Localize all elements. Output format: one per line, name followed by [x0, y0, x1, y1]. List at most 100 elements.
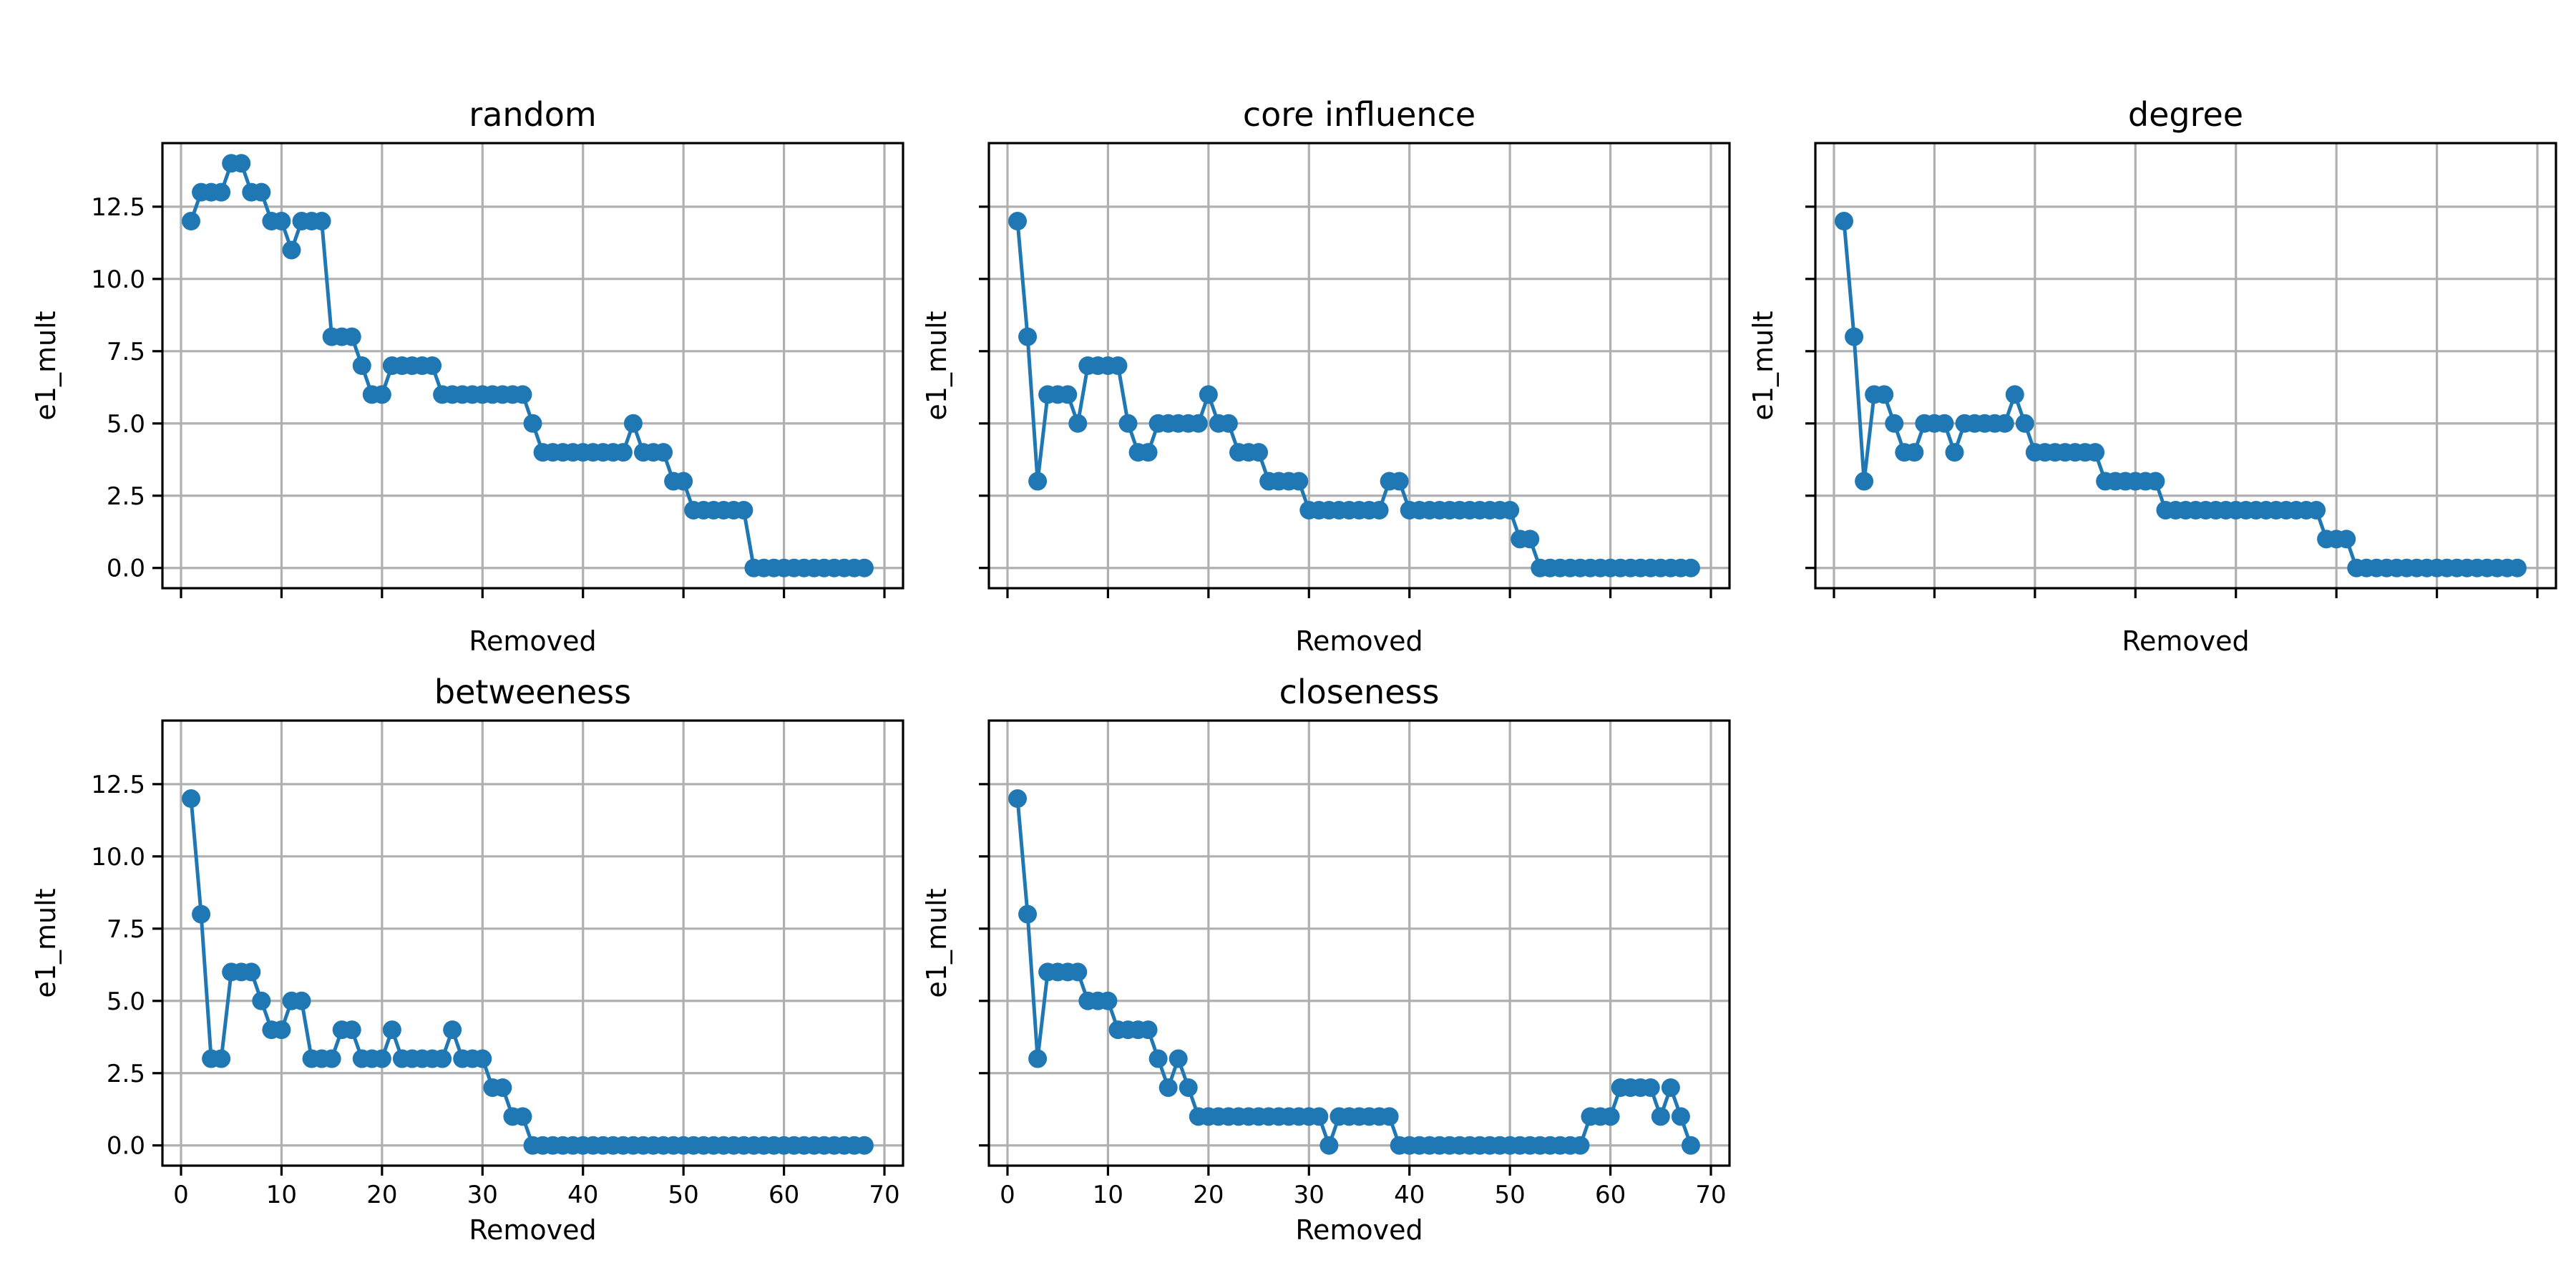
x-tick-label: 20 [366, 1181, 397, 1209]
data-point [2005, 385, 2024, 404]
data-point [272, 212, 291, 231]
data-point [372, 385, 391, 404]
y-tick-label: 7.5 [107, 915, 145, 944]
data-point [272, 1020, 291, 1040]
data-point [854, 1136, 874, 1155]
x-axis-label: Removed [469, 625, 596, 657]
data-point [382, 1020, 401, 1040]
data-point [1018, 327, 1038, 346]
data-point [1885, 414, 1904, 433]
data-point [1571, 1136, 1590, 1155]
y-tick-label: 2.5 [107, 482, 145, 511]
data-point [372, 1049, 391, 1068]
data-point [523, 414, 542, 433]
data-point [1108, 356, 1128, 375]
data-point [342, 1020, 361, 1040]
x-axis-label: Removed [1295, 625, 1423, 657]
data-point [232, 154, 251, 173]
data-point [1380, 1107, 1399, 1126]
data-point [342, 327, 361, 346]
data-point [473, 1049, 492, 1068]
data-point [1058, 385, 1078, 404]
data-point [1018, 904, 1038, 924]
data-point [312, 212, 331, 231]
y-tick-label: 2.5 [107, 1060, 145, 1088]
data-point [1501, 500, 1520, 519]
subplot-title: core influence [1243, 95, 1475, 134]
data-point [423, 356, 442, 375]
data-point [242, 962, 261, 982]
data-point [1249, 443, 1269, 462]
subplot-betweeness: 0 10 20 30 40 50 60 70 0.0 2.5 5.0 7.5 10.0 12.5 betwe… [30, 673, 904, 1246]
data-point [1169, 1049, 1188, 1068]
y-axis-label: e1_mult [30, 311, 62, 420]
data-point [282, 240, 301, 260]
subplot-title: random [469, 95, 596, 134]
data-point [1661, 1078, 1680, 1097]
data-point [1219, 414, 1238, 433]
data-point [1008, 212, 1028, 231]
data-point [1681, 558, 1700, 577]
y-axis-label: e1_mult [921, 888, 952, 997]
axes-frame [987, 719, 1731, 1167]
y-axis-label: e1_mult [1747, 311, 1779, 420]
x-tick-label: 30 [1294, 1181, 1324, 1209]
x-tick-label: 50 [668, 1181, 699, 1209]
data-point [443, 1020, 462, 1040]
data-point [1068, 414, 1088, 433]
x-tick-label: 60 [769, 1181, 799, 1209]
data-point [1681, 1136, 1700, 1155]
data-point [212, 182, 231, 202]
data-point [854, 558, 874, 577]
data-point [1199, 385, 1218, 404]
data-point [1390, 472, 1409, 491]
x-tick-label: 0 [173, 1181, 189, 1209]
axes-frame [161, 719, 904, 1167]
subplot-title: betweeness [434, 673, 631, 711]
x-tick-label: 10 [1093, 1181, 1123, 1209]
data-point [1138, 443, 1158, 462]
data-point [1601, 1107, 1620, 1126]
data-point [1118, 414, 1138, 433]
data-point [2307, 500, 2326, 519]
x-axis-label: Removed [1295, 1214, 1423, 1246]
data-point [1158, 1078, 1178, 1097]
y-tick-label: 10.0 [91, 265, 145, 294]
data-point [2507, 558, 2527, 577]
y-tick-label: 0.0 [107, 1132, 145, 1161]
data-point [674, 472, 693, 491]
subplot-random: 0.0 2.5 5.0 7.5 10.0 12.5 random Removed e1_mult [30, 95, 904, 657]
data-point [1845, 327, 1864, 346]
y-tick-label: 12.5 [91, 771, 145, 799]
data-point [1641, 1078, 1660, 1097]
data-point [1309, 1107, 1329, 1126]
x-tick-label: 70 [869, 1181, 899, 1209]
axes-frame [1814, 142, 2557, 590]
axes-frame [987, 142, 1731, 590]
x-axis-label: Removed [469, 1214, 596, 1246]
data-point [1855, 472, 1874, 491]
data-point [1289, 472, 1309, 491]
data-point [322, 1049, 341, 1068]
y-axis-label: e1_mult [30, 888, 62, 997]
x-axis-label: Removed [2122, 625, 2249, 657]
subplot-title: closeness [1279, 673, 1440, 711]
data-point [182, 212, 201, 231]
data-point [1651, 1107, 1670, 1126]
x-tick-label: 50 [1495, 1181, 1526, 1209]
x-tick-label: 20 [1193, 1181, 1224, 1209]
x-tick-label: 70 [1695, 1181, 1726, 1209]
data-point [623, 414, 643, 433]
data-point [212, 1049, 231, 1068]
x-tick-label: 60 [1595, 1181, 1626, 1209]
data-point [1875, 385, 1894, 404]
y-tick-label: 7.5 [107, 338, 145, 366]
data-point [2086, 443, 2105, 462]
x-tick-label: 40 [1394, 1181, 1425, 1209]
data-point [252, 991, 271, 1010]
y-tick-label: 10.0 [91, 843, 145, 872]
data-point [1148, 1049, 1168, 1068]
subplot-title: degree [2128, 95, 2243, 134]
y-tick-label: 5.0 [107, 410, 145, 439]
data-point [252, 182, 271, 202]
